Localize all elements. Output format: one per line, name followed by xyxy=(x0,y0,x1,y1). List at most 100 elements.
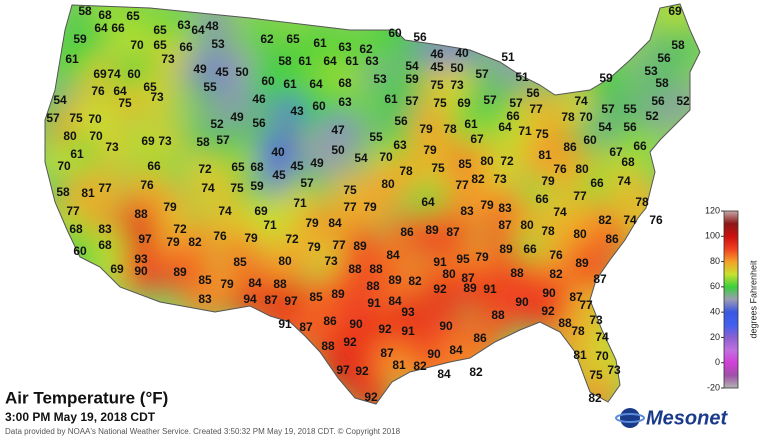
station-temperature: 68 xyxy=(621,155,635,169)
station-temperature: 58 xyxy=(196,135,210,149)
colorbar-tick-label: 20 xyxy=(710,332,720,342)
station-temperature: 79 xyxy=(163,200,177,214)
station-temperature: 66 xyxy=(590,176,604,190)
station-temperature: 56 xyxy=(413,30,427,44)
station-temperature: 77 xyxy=(98,181,112,195)
station-temperature: 81 xyxy=(392,358,406,372)
station-temperature: 57 xyxy=(601,102,615,116)
station-temperature: 56 xyxy=(623,120,637,134)
station-temperature: 78 xyxy=(561,110,575,124)
station-temperature: 66 xyxy=(506,109,520,123)
station-temperature: 58 xyxy=(56,185,70,199)
station-temperature: 90 xyxy=(515,295,529,309)
station-temperature: 76 xyxy=(549,248,563,262)
station-temperature: 92 xyxy=(343,335,357,349)
station-temperature: 57 xyxy=(509,96,523,110)
station-temperature: 68 xyxy=(338,76,352,90)
station-temperature: 78 xyxy=(635,195,649,209)
colorbar-tick-label: 120 xyxy=(705,205,720,215)
station-temperature: 89 xyxy=(425,223,439,237)
station-temperature: 72 xyxy=(173,222,187,236)
station-temperature: 82 xyxy=(408,274,422,288)
station-temperature: 66 xyxy=(111,21,125,35)
station-temperature: 58 xyxy=(671,38,685,52)
station-temperature: 64 xyxy=(498,120,512,134)
station-temperature: 92 xyxy=(541,304,555,318)
station-temperature: 55 xyxy=(369,130,383,144)
station-temperature: 86 xyxy=(563,140,577,154)
colorbar-tick-label: 100 xyxy=(705,231,720,241)
temperature-field xyxy=(45,4,700,404)
station-temperature: 92 xyxy=(378,322,392,336)
station-temperature: 74 xyxy=(107,67,121,81)
station-temperature: 71 xyxy=(518,124,532,138)
station-temperature: 51 xyxy=(501,50,515,64)
temperature-blob xyxy=(420,270,460,310)
logo-ring xyxy=(615,413,645,423)
station-temperature: 86 xyxy=(400,225,414,239)
station-temperature: 60 xyxy=(127,67,141,81)
station-temperature: 69 xyxy=(457,96,471,110)
station-temperature: 45 xyxy=(215,65,229,79)
station-temperature: 63 xyxy=(338,40,352,54)
station-temperature: 82 xyxy=(549,267,563,281)
station-temperature: 75 xyxy=(535,127,549,141)
station-temperature: 80 xyxy=(278,254,292,268)
station-temperature: 88 xyxy=(369,262,383,276)
station-temperature: 54 xyxy=(598,120,612,134)
station-temperature: 89 xyxy=(388,273,402,287)
station-temperature: 75 xyxy=(430,78,444,92)
station-temperature: 93 xyxy=(134,252,148,266)
station-temperature: 74 xyxy=(595,330,609,344)
station-temperature: 84 xyxy=(386,248,400,262)
station-temperature: 61 xyxy=(313,36,327,50)
station-temperature: 64 xyxy=(421,195,435,209)
station-temperature: 91 xyxy=(483,282,497,296)
station-temperature: 65 xyxy=(286,32,300,46)
station-temperature: 74 xyxy=(553,205,567,219)
station-temperature: 84 xyxy=(437,367,451,381)
station-temperature: 87 xyxy=(569,290,583,304)
temperature-blob xyxy=(105,84,145,124)
station-temperature: 89 xyxy=(499,242,513,256)
station-temperature: 59 xyxy=(599,71,613,85)
station-temperature: 73 xyxy=(158,134,172,148)
station-temperature: 87 xyxy=(299,320,313,334)
station-temperature: 82 xyxy=(471,172,485,186)
station-temperature: 56 xyxy=(657,51,671,65)
title: Air Temperature (°F) xyxy=(5,388,168,407)
station-temperature: 76 xyxy=(553,162,567,176)
station-temperature: 58 xyxy=(655,76,669,90)
station-temperature: 81 xyxy=(538,148,552,162)
station-temperature: 69 xyxy=(93,67,107,81)
station-temperature: 75 xyxy=(433,96,447,110)
station-temperature: 77 xyxy=(529,102,543,116)
station-temperature: 78 xyxy=(399,164,413,178)
station-temperature: 54 xyxy=(405,59,419,73)
station-temperature: 76 xyxy=(213,229,227,243)
station-temperature: 54 xyxy=(53,93,67,107)
station-temperature: 84 xyxy=(248,276,262,290)
station-temperature: 82 xyxy=(598,213,612,227)
station-temperature: 83 xyxy=(98,222,112,236)
temperature-blob xyxy=(175,223,215,263)
station-temperature: 79 xyxy=(423,143,437,157)
station-temperature: 87 xyxy=(380,346,394,360)
station-temperature: 65 xyxy=(231,160,245,174)
station-temperature: 53 xyxy=(644,64,658,78)
station-temperature: 80 xyxy=(63,129,77,143)
station-temperature: 75 xyxy=(343,183,357,197)
station-temperature: 81 xyxy=(81,186,95,200)
station-temperature: 56 xyxy=(394,114,408,128)
station-temperature: 61 xyxy=(345,54,359,68)
station-temperature: 40 xyxy=(455,46,469,60)
station-temperature: 55 xyxy=(623,102,637,116)
station-temperature: 64 xyxy=(323,54,337,68)
station-temperature: 70 xyxy=(57,159,71,173)
station-temperature: 49 xyxy=(193,62,207,76)
station-temperature: 84 xyxy=(449,343,463,357)
station-temperature: 69 xyxy=(254,204,268,218)
station-temperature: 80 xyxy=(381,177,395,191)
station-temperature: 90 xyxy=(439,319,453,333)
logo-globe xyxy=(620,408,640,428)
